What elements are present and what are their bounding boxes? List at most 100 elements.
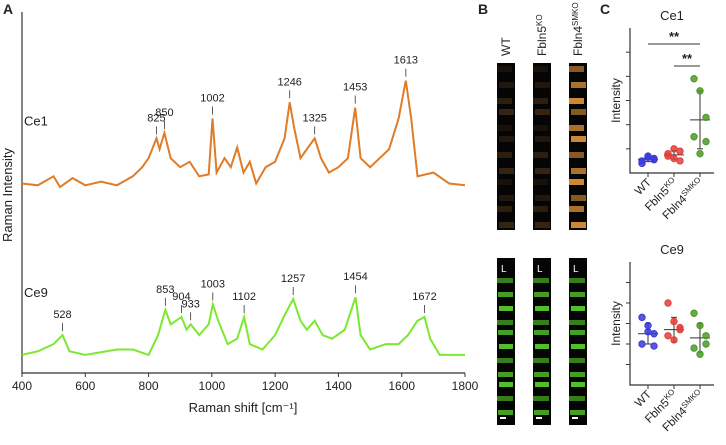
image-stripe (533, 125, 548, 131)
image-stripe (499, 222, 514, 228)
x-tick-label: 1200 (262, 379, 289, 393)
data-point (702, 332, 710, 340)
image-stripe (533, 206, 548, 212)
image-stripe (570, 410, 585, 415)
image-stripe (497, 152, 512, 158)
image-stripe (533, 98, 548, 104)
image-stripe (499, 195, 514, 201)
data-point (650, 342, 658, 350)
image-stripe (569, 152, 584, 158)
image-stripe (533, 152, 548, 158)
image-stripe (499, 168, 514, 174)
image-stripe (535, 168, 550, 174)
peak-label: 825 (147, 112, 165, 124)
x-tick-label: 1400 (325, 379, 352, 393)
data-point (690, 133, 698, 141)
image-stripe (535, 82, 550, 88)
peak-label: 933 (181, 298, 199, 310)
column-label-main: Fbln5 (535, 26, 549, 56)
peak-label: 528 (53, 309, 71, 321)
data-point (702, 340, 710, 348)
image-stripe (499, 82, 514, 88)
column-label-main: WT (499, 37, 513, 56)
data-point (676, 147, 684, 155)
peak-label: 1325 (302, 112, 326, 124)
x-axis-title: Raman shift [cm⁻¹] (189, 400, 298, 415)
image-stripe (569, 320, 585, 325)
image-stripe (571, 195, 586, 201)
image-stripe (571, 306, 585, 311)
data-point (702, 113, 710, 122)
image-stripe (497, 396, 513, 401)
scale-bar (536, 417, 542, 419)
peak-label: 1002 (200, 92, 224, 104)
peak-label: 1003 (201, 278, 225, 290)
image-label: L (573, 264, 579, 275)
image-stripe (569, 98, 584, 104)
image-stripe (499, 344, 513, 349)
data-point (670, 145, 678, 153)
y-axis-title: Intensity (609, 301, 623, 346)
image-stripe (569, 358, 585, 363)
image-stripe (569, 66, 584, 72)
image-stripe (497, 358, 513, 363)
scale-bar (572, 417, 578, 419)
panel-letter: A (3, 1, 13, 17)
image-top (497, 63, 515, 230)
image-stripe (499, 382, 513, 387)
series-label: Ce1 (24, 113, 48, 128)
image-stripe (571, 344, 585, 349)
image-stripe (535, 306, 549, 311)
data-point (690, 309, 698, 317)
image-stripe (533, 396, 549, 401)
column-label: WT (499, 37, 513, 56)
image-label: L (501, 264, 507, 275)
image-stripe (569, 179, 584, 185)
series-label: Ce9 (24, 285, 48, 300)
image-top (569, 63, 587, 230)
image-stripe (497, 206, 512, 212)
image-stripe (497, 179, 512, 185)
peak-label: 1246 (277, 76, 301, 88)
image-stripe (571, 109, 586, 115)
spectrum-line (21, 296, 465, 357)
y-axis-title: Raman Intensity (0, 148, 15, 242)
image-stripe (571, 222, 586, 228)
image-stripe (571, 136, 586, 142)
category-label-sup: SMKO (680, 387, 703, 410)
image-stripe (570, 372, 585, 377)
peak-label: 1454 (343, 271, 367, 283)
significance-label: ** (669, 29, 680, 44)
data-point (690, 75, 698, 83)
column-label-sup: SMKO (571, 2, 580, 26)
peak-label: 853 (156, 284, 174, 296)
data-point (644, 321, 652, 330)
data-point (664, 332, 672, 340)
x-tick-label: 600 (75, 379, 95, 393)
data-point (676, 157, 684, 165)
data-point (696, 350, 704, 358)
data-point (664, 299, 672, 307)
data-point (638, 159, 646, 168)
image-stripe (497, 125, 512, 131)
data-point (644, 328, 652, 336)
image-stripe (533, 320, 549, 325)
data-point (702, 137, 710, 146)
panel-letter: C (600, 1, 610, 17)
category-label: WT (633, 389, 654, 410)
image-stripe (533, 66, 548, 72)
image-stripe (498, 410, 513, 415)
image-label: L (537, 264, 543, 275)
image-stripe (569, 396, 585, 401)
image-stripe (569, 125, 584, 131)
data-point (696, 87, 704, 95)
image-stripe (498, 292, 513, 297)
x-tick-label: 1000 (199, 379, 226, 393)
image-stripe (498, 372, 513, 377)
peak-label: 1613 (394, 55, 418, 67)
data-point (650, 156, 658, 164)
data-point (670, 154, 678, 163)
data-point (670, 317, 678, 326)
panel-letter: B (478, 1, 488, 17)
data-point (670, 336, 678, 344)
